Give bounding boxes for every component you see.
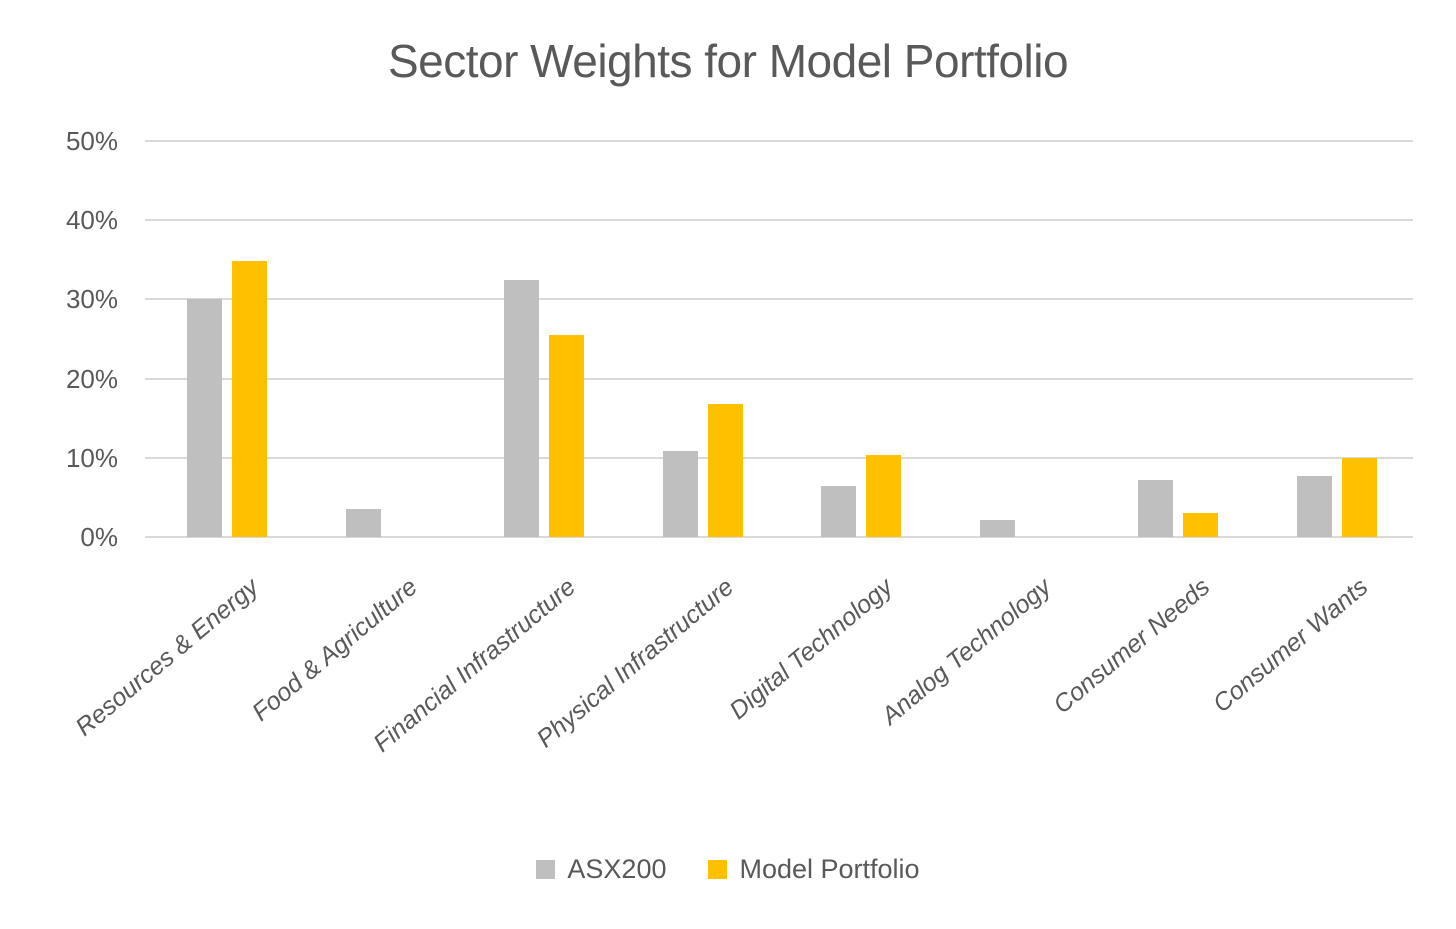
gridline [145,536,1413,538]
gridline [145,298,1413,301]
legend-label-model-portfolio: Model Portfolio [739,854,920,884]
plot-area [145,140,1413,538]
bar-model-portfolio-consumer-needs [1183,513,1219,537]
y-axis-tick-label: 20% [65,363,118,394]
bar-asx200-resources-energy [187,299,223,537]
gridline [145,219,1413,222]
x-axis-category-label: Consumer Wants [1207,572,1374,719]
legend-swatch-asx200 [536,860,556,879]
legend: ASX200 Model Portfolio [0,854,1456,885]
bar-asx200-analog-technology [979,519,1015,537]
bar-asx200-physical-infrastructure [662,451,698,537]
y-axis-tick-label: 0% [80,522,118,552]
legend-item-model-portfolio: Model Portfolio [708,854,920,885]
x-axis-category-label: Resources & Energy [70,572,264,742]
x-axis-category-label: Digital Technology [724,572,898,725]
legend-swatch-model-portfolio [708,860,728,879]
chart-title: Sector Weights for Model Portfolio [387,35,1069,87]
gridline [145,377,1413,380]
bar-model-portfolio-resources-energy [232,261,268,537]
gridline [145,140,1413,142]
bar-model-portfolio-consumer-wants [1341,457,1377,537]
bar-asx200-food-agriculture [345,509,381,537]
x-axis-category-label: Consumer Needs [1047,572,1215,720]
legend-item-asx200: ASX200 [536,854,666,885]
y-axis-tick-label: 30% [65,284,118,315]
bar-asx200-consumer-needs [1138,479,1174,537]
bar-model-portfolio-digital-technology [866,455,902,537]
y-axis-tick-label: 40% [65,205,118,236]
bar-asx200-financial-infrastructure [504,279,540,537]
x-axis-category-label: Analog Technology [876,572,1057,731]
bar-model-portfolio-physical-infrastructure [707,403,743,537]
bar-asx200-consumer-wants [1296,476,1332,537]
gridline [145,456,1413,459]
x-axis-category-label: Food & Agriculture [246,572,423,727]
bar-asx200-digital-technology [821,485,857,537]
y-axis-tick-label: 50% [65,126,118,156]
y-axis-tick-label: 10% [65,442,118,473]
legend-label-asx200: ASX200 [567,854,667,884]
bar-model-portfolio-financial-infrastructure [549,335,585,537]
